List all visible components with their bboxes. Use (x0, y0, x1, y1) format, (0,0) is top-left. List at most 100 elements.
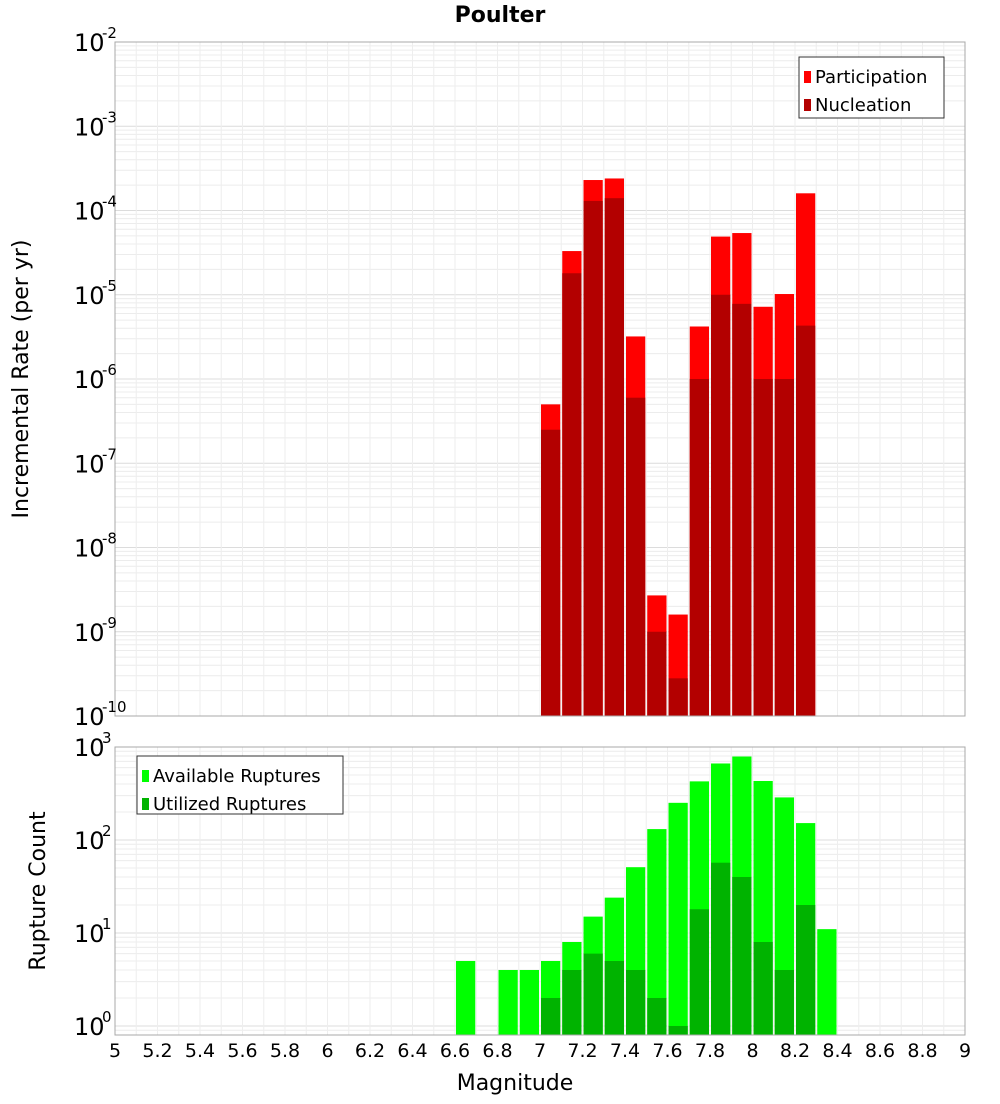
nucleation-bar (796, 325, 816, 716)
utilized-ruptures-bar (668, 1025, 688, 1035)
top-bars (541, 178, 816, 717)
tick-exponent: 1 (102, 915, 112, 933)
top-y-tick-label: 10-10 (74, 698, 127, 731)
tick-base: 10 (74, 198, 105, 226)
nucleation-bar (626, 397, 646, 716)
x-tick-label: 5.6 (227, 1040, 257, 1062)
nucleation-bar (541, 429, 561, 716)
legend-swatch (142, 770, 149, 782)
legend-label: Nucleation (815, 95, 911, 116)
tick-exponent: -6 (102, 361, 117, 379)
x-tick-label: 7.4 (610, 1040, 640, 1062)
tick-base: 10 (74, 282, 105, 310)
tick-exponent: -4 (102, 193, 117, 211)
tick-exponent: -2 (102, 24, 117, 42)
x-tick-label: 5.2 (142, 1040, 172, 1062)
nucleation-bar (711, 294, 731, 716)
x-tick-label: 7.8 (695, 1040, 725, 1062)
legend-swatch (142, 798, 149, 810)
chart-title: Poulter (455, 3, 546, 28)
nucleation-bar (774, 379, 794, 716)
top-legend: Participation Nucleation (798, 56, 945, 119)
tick-base: 10 (74, 827, 105, 855)
tick-base: 10 (74, 703, 105, 731)
top-y-tick-label: 10-7 (74, 445, 117, 478)
utilized-ruptures-bar (796, 904, 816, 1035)
x-tick-label: 8.2 (780, 1040, 810, 1062)
legend-label: Participation (815, 67, 927, 88)
nucleation-bar (753, 379, 773, 716)
bottom-y-tick-label: 100 (74, 1008, 112, 1041)
x-tick-label: 7.6 (652, 1040, 682, 1062)
bottom-y-tick-label: 102 (74, 822, 112, 855)
top-grid (114, 41, 966, 717)
x-tick-label: 5.8 (270, 1040, 300, 1062)
tick-exponent: -8 (102, 530, 117, 548)
legend-swatch (804, 71, 811, 83)
available-ruptures-bar (498, 969, 518, 1035)
tick-exponent: -10 (102, 698, 127, 716)
legend-label: Utilized Ruptures (153, 794, 306, 815)
tick-base: 10 (74, 450, 105, 478)
x-tick-label: 8 (746, 1040, 758, 1062)
nucleation-bar (689, 379, 709, 716)
utilized-ruptures-bar (647, 997, 667, 1035)
utilized-ruptures-bar (626, 969, 646, 1035)
tick-base: 10 (74, 29, 105, 57)
utilized-ruptures-bar (541, 997, 561, 1035)
x-tick-label: 6 (321, 1040, 333, 1062)
tick-base: 10 (74, 1013, 105, 1041)
top-y-tick-label: 10-5 (74, 277, 117, 310)
top-y-tick-label: 10-4 (74, 193, 117, 226)
utilized-ruptures-bar (711, 862, 731, 1035)
nucleation-bar (604, 198, 624, 716)
nucleation-bar (583, 200, 603, 716)
x-tick-label: 8.6 (865, 1040, 895, 1062)
available-ruptures-bar (817, 929, 837, 1035)
tick-base: 10 (74, 535, 105, 563)
legend-label: Available Ruptures (153, 766, 321, 787)
x-tick-label: 8.4 (822, 1040, 852, 1062)
bottom-y-tick-label: 101 (74, 915, 112, 948)
tick-base: 10 (74, 734, 105, 762)
tick-exponent: -9 (102, 614, 117, 632)
top-y-tick-label: 10-3 (74, 108, 117, 141)
x-tick-label: 5.4 (185, 1040, 215, 1062)
legend-box (798, 56, 945, 119)
bottom-legend: Available Ruptures Utilized Ruptures (136, 755, 344, 815)
available-ruptures-bar (668, 802, 688, 1035)
utilized-ruptures-bar (774, 969, 794, 1035)
x-tick-label: 9 (959, 1040, 971, 1062)
tick-exponent: 2 (102, 822, 112, 840)
x-tick-label: 7.2 (567, 1040, 597, 1062)
utilized-ruptures-bar (604, 960, 624, 1035)
tick-exponent: 0 (102, 1008, 112, 1026)
utilized-ruptures-bar (562, 969, 582, 1035)
x-tick-label: 6.4 (397, 1040, 427, 1062)
tick-base: 10 (74, 366, 105, 394)
x-axis-title: Magnitude (457, 1071, 574, 1096)
utilized-ruptures-bar (732, 877, 752, 1035)
top-y-tick-label: 10-9 (74, 614, 117, 647)
top-y-tick-label: 10-6 (74, 361, 117, 394)
nucleation-bar (562, 273, 582, 716)
tick-exponent: -3 (102, 108, 117, 126)
tick-exponent: 3 (102, 729, 112, 747)
bottom-y-axis-title: Rupture Count (26, 811, 51, 971)
x-tick-label: 6.6 (440, 1040, 470, 1062)
utilized-ruptures-bar (583, 953, 603, 1035)
available-ruptures-bar (647, 829, 667, 1035)
x-tick-label: 5 (109, 1040, 121, 1062)
x-tick-label: 7 (534, 1040, 546, 1062)
tick-base: 10 (74, 113, 105, 141)
nucleation-bar (732, 303, 752, 716)
utilized-ruptures-bar (689, 909, 709, 1035)
tick-base: 10 (74, 920, 105, 948)
x-tick-label: 6.2 (355, 1040, 385, 1062)
legend-box (136, 755, 344, 815)
utilized-ruptures-bar (753, 942, 773, 1035)
nucleation-bar (668, 678, 688, 716)
bottom-plot-frame (114, 746, 966, 1036)
